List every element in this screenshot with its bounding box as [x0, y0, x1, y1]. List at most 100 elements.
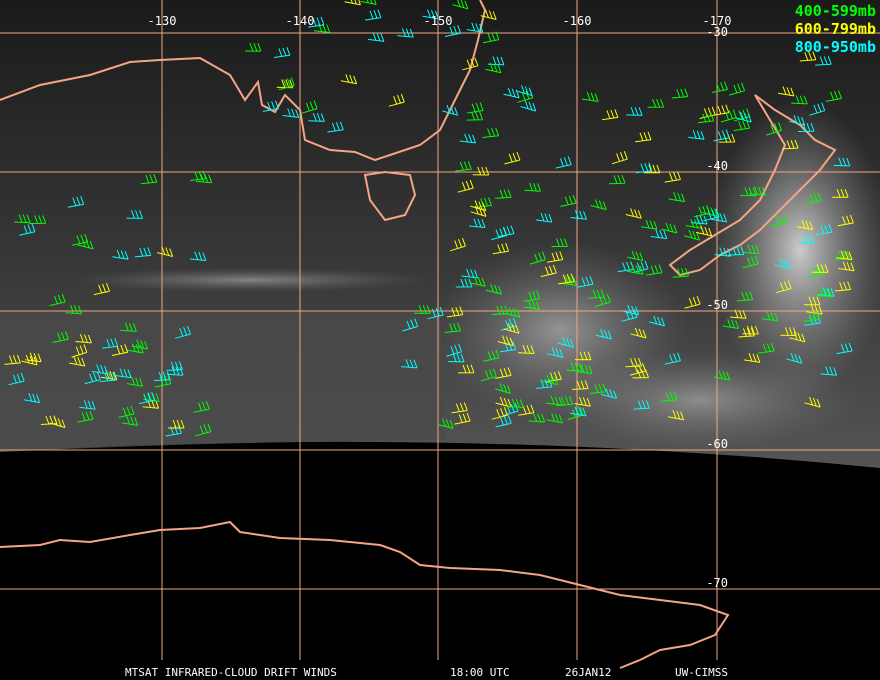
wind-barb — [625, 208, 642, 219]
wind-barb — [273, 47, 291, 58]
wind-barb — [672, 267, 689, 278]
wind-barb — [457, 364, 475, 374]
wind-barb — [462, 57, 479, 71]
wind-barb — [126, 210, 143, 219]
wind-barb — [524, 182, 541, 192]
wind-barb — [799, 51, 817, 62]
wind-barb — [688, 130, 705, 140]
wind-barb — [729, 309, 747, 319]
wind-barb — [449, 237, 466, 252]
wind-barb — [67, 196, 85, 208]
wind-barb — [448, 353, 465, 363]
footer: MTSAT INFRARED-CLOUD DRIFT WINDS 18:00 UT… — [125, 666, 728, 679]
wind-barb — [714, 247, 732, 257]
wind-barb — [648, 315, 666, 327]
wind-barb — [782, 139, 799, 150]
wind-barb — [633, 400, 650, 410]
wind-barb — [276, 79, 294, 89]
wind-barb — [466, 22, 484, 33]
wind-barb — [457, 179, 474, 193]
wind-barb — [733, 120, 751, 131]
wind-barb — [444, 25, 462, 37]
latitude-label: -60 — [706, 437, 728, 451]
wind-barb — [189, 251, 207, 261]
wind-barb — [600, 388, 618, 399]
wind-barb — [500, 317, 517, 331]
wind-barb — [611, 151, 628, 165]
wind-barb — [635, 131, 652, 143]
wind-barb — [8, 372, 25, 386]
wind-barb — [154, 371, 171, 381]
wind-barb — [570, 210, 587, 220]
wind-barb — [516, 85, 533, 97]
wind-barb — [627, 264, 644, 275]
wind-barb — [632, 369, 649, 379]
wind-barb — [711, 81, 728, 93]
wind-barb — [643, 164, 661, 174]
wind-barb — [118, 405, 135, 418]
wind-barb — [134, 247, 152, 258]
wind-barb — [796, 219, 814, 230]
wind-barb — [797, 123, 815, 132]
wind-barb — [99, 371, 117, 382]
wind-barb — [402, 318, 419, 332]
wind-barb — [461, 268, 479, 279]
wind-barb — [467, 102, 484, 114]
coastline-new-zealand — [668, 94, 837, 277]
wind-barb — [714, 370, 731, 381]
wind-barb — [308, 112, 325, 122]
longitude-label: -160 — [563, 14, 592, 28]
wind-barb — [664, 352, 681, 365]
wind-barb — [126, 376, 144, 387]
footer-text: 18:00 UTC — [450, 666, 510, 679]
wind-barb — [833, 157, 851, 167]
wind-barb — [69, 356, 86, 367]
longitude-label: -150 — [424, 14, 453, 28]
wind-barb — [491, 305, 509, 315]
wind-barb — [778, 86, 795, 97]
wind-barb — [560, 194, 577, 207]
wind-barb — [727, 246, 745, 256]
graticule — [0, 0, 880, 660]
wind-barb — [641, 219, 658, 230]
wind-barb — [703, 208, 720, 222]
wind-barb — [482, 127, 500, 138]
wind-barb — [140, 173, 158, 185]
wind-barb — [589, 383, 607, 394]
wind-barb — [454, 412, 471, 425]
wind-barb — [647, 98, 665, 108]
wind-barb — [646, 264, 663, 276]
wind-barb — [195, 173, 213, 184]
wind-barb — [815, 287, 832, 298]
wind-barb — [494, 382, 511, 394]
wind-barb — [536, 212, 553, 223]
wind-barb — [451, 402, 468, 414]
wind-barb — [262, 100, 279, 112]
wind-barb — [806, 304, 823, 315]
wind-barb — [695, 225, 713, 237]
wind-barb — [838, 261, 855, 272]
wind-barb — [455, 161, 472, 172]
wind-barb — [25, 352, 42, 363]
wind-barb — [576, 364, 593, 375]
wind-barb — [446, 306, 464, 318]
wind-barb — [574, 396, 591, 407]
wind-barb — [825, 90, 842, 102]
wind-barb — [837, 214, 854, 227]
wind-barb — [780, 327, 797, 336]
wind-barb — [497, 335, 514, 347]
wind-barb — [789, 331, 806, 343]
latitude-label: -40 — [706, 159, 728, 173]
longitude-label: -170 — [703, 14, 732, 28]
wind-barb — [812, 264, 829, 273]
wind-barb — [744, 353, 761, 363]
wind-barb — [671, 88, 689, 99]
wind-barb — [560, 276, 577, 286]
wind-barb — [558, 273, 575, 285]
wind-barb — [556, 396, 574, 407]
wind-barb — [71, 344, 88, 358]
wind-barb — [503, 87, 520, 99]
wind-barb — [157, 246, 174, 257]
cloud-band — [0, 312, 445, 452]
wind-barb — [684, 296, 701, 309]
